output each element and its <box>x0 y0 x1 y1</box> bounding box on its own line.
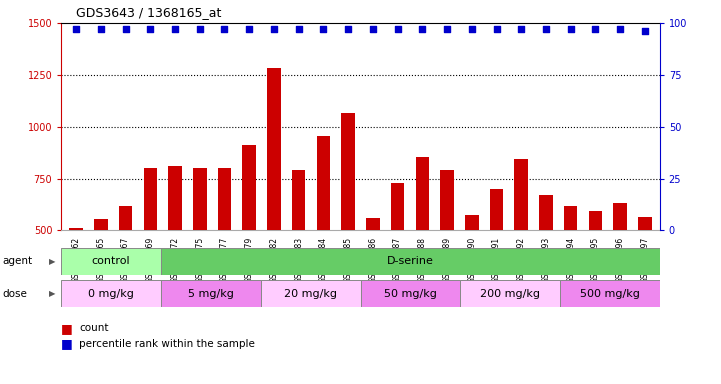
Point <box>441 26 453 32</box>
Point <box>194 26 205 32</box>
Point <box>367 26 379 32</box>
Bar <box>415 157 429 334</box>
Text: control: control <box>92 256 131 266</box>
Bar <box>366 218 380 334</box>
Point <box>71 26 82 32</box>
Bar <box>218 168 231 334</box>
Point <box>614 26 626 32</box>
Bar <box>539 195 553 334</box>
Bar <box>360 280 460 307</box>
Point <box>590 26 601 32</box>
Text: 200 mg/kg: 200 mg/kg <box>480 289 540 299</box>
Bar <box>560 280 660 307</box>
Bar <box>161 280 261 307</box>
Bar <box>94 219 107 334</box>
Text: 0 mg/kg: 0 mg/kg <box>88 289 134 299</box>
Point <box>417 26 428 32</box>
Bar <box>588 211 602 334</box>
Bar <box>143 168 157 334</box>
Bar <box>267 68 280 334</box>
Bar <box>614 204 627 334</box>
Text: 20 mg/kg: 20 mg/kg <box>284 289 337 299</box>
Point <box>318 26 329 32</box>
Point <box>218 26 230 32</box>
Text: 50 mg/kg: 50 mg/kg <box>384 289 437 299</box>
Text: ■: ■ <box>61 337 73 350</box>
Point <box>342 26 354 32</box>
Point <box>95 26 107 32</box>
Point <box>120 26 131 32</box>
Bar <box>564 205 578 334</box>
Bar <box>441 170 454 334</box>
Text: count: count <box>79 323 109 333</box>
Text: D-serine: D-serine <box>387 256 434 266</box>
Point <box>639 28 650 35</box>
Bar <box>391 183 404 334</box>
Bar <box>292 170 306 334</box>
Bar <box>490 189 503 334</box>
Bar <box>341 113 355 334</box>
Text: ▶: ▶ <box>49 289 56 298</box>
Bar <box>168 166 182 334</box>
Text: agent: agent <box>2 256 32 266</box>
Text: ▶: ▶ <box>49 257 56 266</box>
Point <box>516 26 527 32</box>
Bar <box>460 280 560 307</box>
Text: dose: dose <box>2 289 27 299</box>
Point <box>144 26 156 32</box>
Bar <box>261 280 360 307</box>
Point <box>169 26 181 32</box>
Point <box>392 26 403 32</box>
Bar <box>119 205 133 334</box>
Bar <box>61 248 161 275</box>
Text: GDS3643 / 1368165_at: GDS3643 / 1368165_at <box>76 6 221 19</box>
Text: percentile rank within the sample: percentile rank within the sample <box>79 339 255 349</box>
Bar <box>242 146 256 334</box>
Point <box>491 26 503 32</box>
Bar <box>69 228 83 334</box>
Bar <box>161 248 660 275</box>
Bar <box>317 136 330 334</box>
Bar <box>61 280 161 307</box>
Point <box>244 26 255 32</box>
Bar <box>515 159 528 334</box>
Point <box>540 26 552 32</box>
Bar <box>465 215 479 334</box>
Text: ■: ■ <box>61 322 73 335</box>
Point <box>565 26 577 32</box>
Bar <box>193 168 206 334</box>
Text: 500 mg/kg: 500 mg/kg <box>580 289 640 299</box>
Bar <box>638 217 652 334</box>
Point <box>466 26 477 32</box>
Point <box>293 26 304 32</box>
Point <box>268 26 280 32</box>
Text: 5 mg/kg: 5 mg/kg <box>188 289 234 299</box>
